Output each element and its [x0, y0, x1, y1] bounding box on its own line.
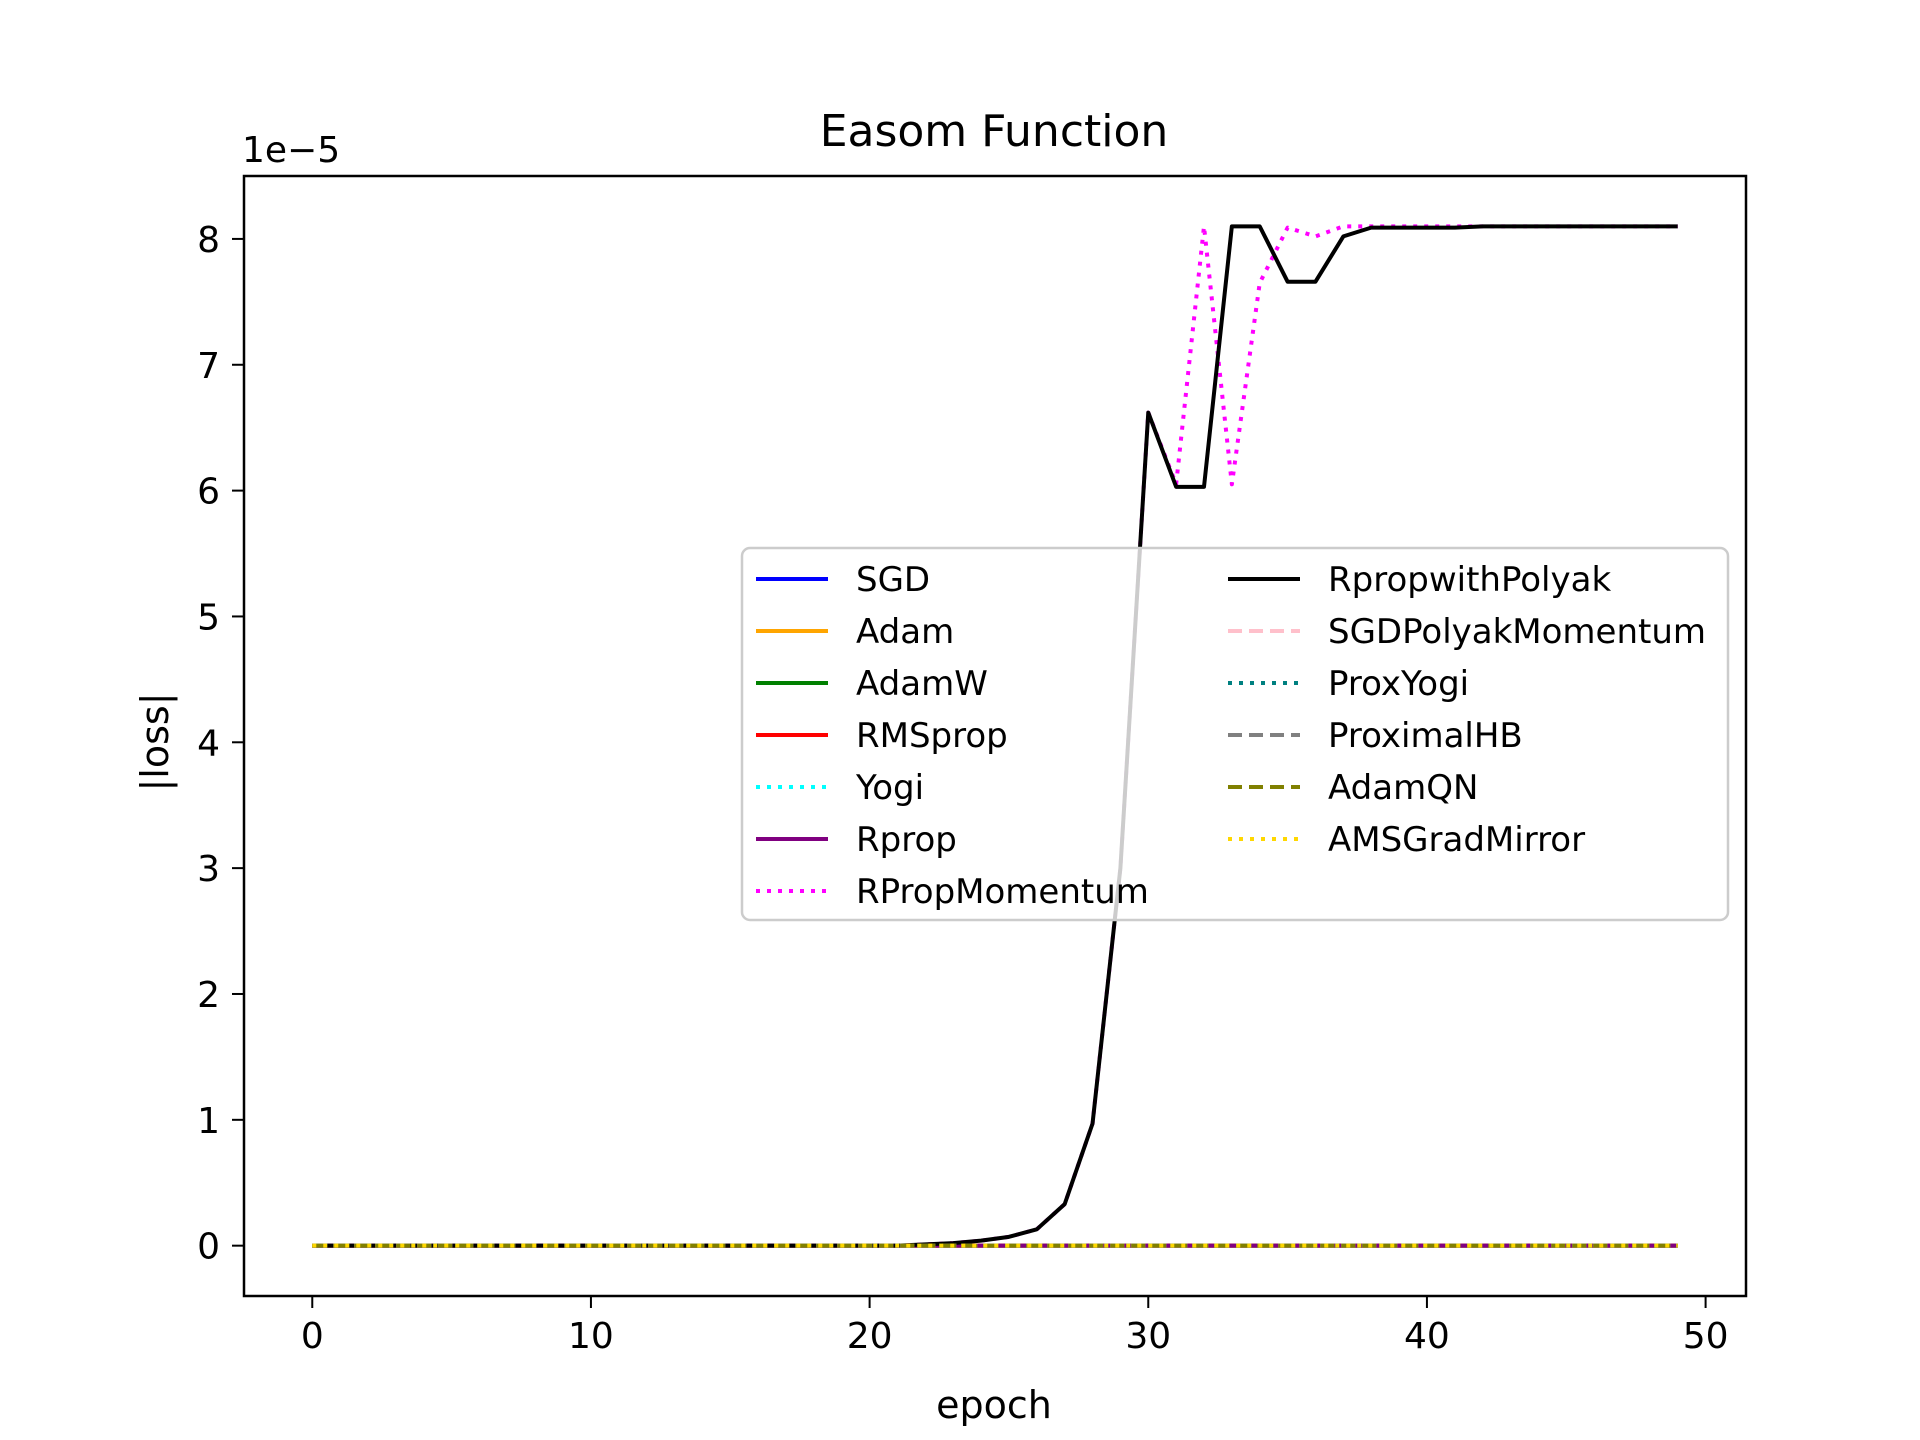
legend-label-adam: Adam: [856, 612, 954, 652]
x-tick-label: 30: [1125, 1316, 1171, 1357]
y-tick-label: 5: [197, 597, 220, 638]
legend-label-sgd: SGD: [856, 560, 930, 600]
chart-title: Easom Function: [820, 106, 1169, 157]
x-tick-label: 50: [1683, 1316, 1729, 1357]
plot-lines: [312, 224, 1678, 1248]
y-tick-label: 3: [197, 849, 220, 890]
legend-label-rprop: Rprop: [856, 820, 957, 860]
legend-label-yogi: Yogi: [855, 768, 924, 808]
legend-label-ams-grad-mirror: AMSGradMirror: [1328, 820, 1585, 860]
legend-label-adam-qn: AdamQN: [1328, 768, 1478, 808]
x-axis-label: epoch: [936, 1383, 1052, 1427]
legend-label-sgd-polyak-momentum: SGDPolyakMomentum: [1328, 612, 1706, 652]
y-tick-label: 1: [197, 1101, 220, 1142]
legend: SGD Adam AdamW RMSprop Yogi Rprop RPropMomentu…: [740, 546, 1730, 922]
plot-frame: [242, 174, 1748, 1298]
y-axis-label: |loss|: [133, 692, 178, 791]
legend-label-rm-sprop: RMSprop: [856, 716, 1008, 756]
y-tick-label: 6: [197, 472, 220, 513]
legend-label-prox-yogi: ProxYogi: [1328, 664, 1469, 704]
legend-label-r-prop-momentum: RPropMomentum: [856, 872, 1149, 912]
y-scale-label: 1e−5: [242, 130, 340, 171]
x-ticks: 0 10 20 30 40 50: [301, 1296, 1729, 1357]
y-tick-label: 4: [197, 723, 220, 764]
y-tick-label: 0: [197, 1227, 220, 1268]
y-tick-label: 8: [197, 220, 220, 261]
x-tick-label: 20: [847, 1316, 893, 1357]
x-tick-label: 40: [1404, 1316, 1450, 1357]
y-ticks: 0 1 2 3 4 5 6 7 8: [197, 220, 244, 1268]
series-line-rpropwith-polyak: [312, 224, 1678, 1248]
y-tick-label: 7: [197, 346, 220, 387]
legend-label-adam-w: AdamW: [856, 664, 988, 704]
y-tick-label: 2: [197, 975, 220, 1016]
x-tick-label: 0: [301, 1316, 324, 1357]
x-tick-label: 10: [568, 1316, 614, 1357]
legend-label-rpropwith-polyak: RpropwithPolyak: [1328, 560, 1611, 600]
legend-label-proximal-hb: ProximalHB: [1328, 716, 1523, 756]
